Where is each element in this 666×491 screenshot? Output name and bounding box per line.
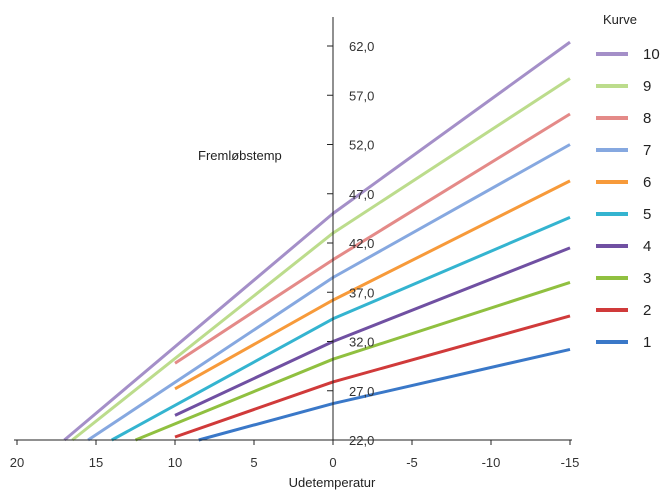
plot-lines xyxy=(63,40,571,442)
y-ticks: 22,0 27,0 32,0 37,0 42,0 47,0 52,0 57,0 62,0 xyxy=(327,39,374,448)
x-tick-label: -10 xyxy=(482,455,501,470)
x-tick-label: 15 xyxy=(89,455,103,470)
y-tick-label: 22,0 xyxy=(349,433,374,448)
legend-label-10: 10 xyxy=(643,46,660,63)
legend-label-6: 6 xyxy=(643,174,651,191)
y-tick-label: 62,0 xyxy=(349,39,374,54)
y-tick-label: 27,0 xyxy=(349,384,374,399)
y-tick-label: 32,0 xyxy=(349,335,374,350)
x-tick-label: -5 xyxy=(406,455,418,470)
axes xyxy=(14,17,572,441)
legend-label-5: 5 xyxy=(643,206,651,223)
legend-label-2: 2 xyxy=(643,302,651,319)
x-tick-label: 5 xyxy=(250,455,257,470)
series-line-3 xyxy=(134,280,571,442)
x-axis-title: Udetemperatur xyxy=(289,475,376,490)
legend-title: Kurve xyxy=(603,12,637,27)
x-ticks: 20 15 10 5 0 -5 -10 -15 xyxy=(10,440,580,470)
legend-label-7: 7 xyxy=(643,142,651,159)
legend-label-4: 4 xyxy=(643,238,651,255)
legend-label-1: 1 xyxy=(643,334,651,351)
series-line-5 xyxy=(111,216,571,442)
x-tick-label: 0 xyxy=(329,455,336,470)
series-line-10 xyxy=(63,40,571,442)
legend-label-9: 9 xyxy=(643,78,651,95)
y-axis-title: Fremløbstemp xyxy=(198,148,282,163)
y-tick-label: 37,0 xyxy=(349,285,374,300)
y-tick-label: 52,0 xyxy=(349,138,374,153)
y-tick-label: 42,0 xyxy=(349,236,374,251)
x-tick-label: -15 xyxy=(561,455,580,470)
legend: Kurve 10 9 8 7 6 5 4 3 2 1 xyxy=(596,12,660,351)
y-tick-label: 47,0 xyxy=(349,187,374,202)
x-tick-label: 10 xyxy=(168,455,182,470)
legend-label-3: 3 xyxy=(643,270,651,287)
y-tick-label: 57,0 xyxy=(349,88,374,103)
x-tick-label: 20 xyxy=(10,455,24,470)
legend-label-8: 8 xyxy=(643,110,651,127)
